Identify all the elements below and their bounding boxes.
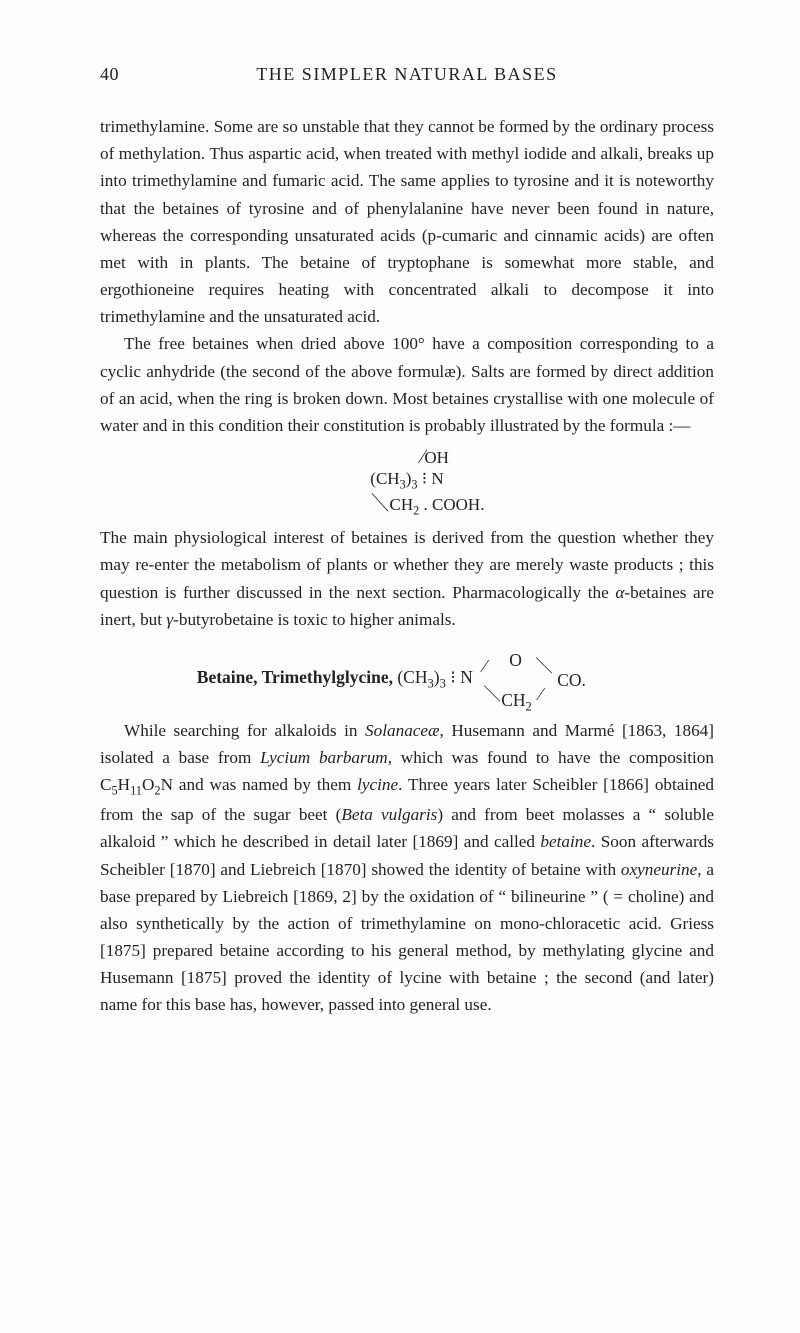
p4-N: N and was named by them (161, 775, 357, 794)
f1-slash-bot: ＼ (371, 492, 389, 516)
f1-ch: CH (390, 495, 414, 514)
formula-1-top: ⁄OH (156, 445, 714, 469)
paragraph-3: The main physiological interest of betai… (100, 524, 714, 633)
sf-O: O (509, 647, 522, 673)
p4-betaine: betaine (540, 832, 591, 851)
p4-O: O (142, 775, 154, 794)
sf-ch: (CH (397, 667, 427, 687)
section-formula-lead: (CH3)3 ⁝ N (397, 667, 477, 687)
f1-slash-top: ⁄ (421, 445, 424, 469)
formula-1-oh: OH (424, 448, 449, 467)
section-heading: Betaine, Trimethylglycine, (CH3)3 ⁝ N ⁄ … (100, 655, 714, 703)
formula-1: ⁄OH (CH3)3 ⁝ N ＼CH2 . COOH. (100, 445, 714, 518)
p4-lycium: Lycium barbarum (260, 748, 388, 767)
p4-oxy: oxyneurine (621, 860, 697, 879)
section-formula-ring: ⁄ O ＼ CO. ＼ CH2 ⁄ (477, 655, 617, 703)
page: 40 THE SIMPLER NATURAL BASES trimethylam… (0, 0, 800, 1333)
sf-CH2: CH2 (501, 687, 532, 716)
sf-slash-bl: ＼ (483, 681, 501, 707)
page-header: 40 THE SIMPLER NATURAL BASES (100, 64, 714, 85)
p4-H: H (118, 775, 130, 794)
running-title: THE SIMPLER NATURAL BASES (100, 64, 714, 85)
p4-a: While searching for alkaloids in (124, 721, 365, 740)
p3-alpha: α (615, 583, 624, 602)
p4-g: , a base prepared by Liebreich [1869, 2]… (100, 860, 714, 1015)
paragraph-4: While searching for alkaloids in Solanac… (100, 717, 714, 1019)
paragraph-1: trimethylamine. Some are so unstable tha… (100, 113, 714, 330)
formula-1-lead: (CH3)3 ⁝ N (370, 469, 443, 488)
f1-sep: ⁝ N (418, 469, 444, 488)
p3-c: -butyro­betaine is toxic to higher anima… (173, 610, 456, 629)
sf-ch2-a: CH (501, 690, 525, 710)
p4-beta: Beta vulgaris (341, 805, 437, 824)
section-title: Betaine, Trimethylglycine, (197, 667, 393, 687)
sf-ch2-sub: 2 (526, 699, 532, 713)
sf-CO: CO. (557, 667, 586, 693)
p4-sub11: 11 (130, 784, 142, 798)
sf-sep: ⁝ N (446, 667, 473, 687)
sf-slash-tl: ⁄ (483, 653, 486, 679)
p4-solanaceae: Solanaceæ (365, 721, 439, 740)
sf-slash-br: ⁄ (539, 681, 542, 707)
p4-lycine: lycine (357, 775, 398, 794)
paragraph-2: The free betaines when dried above 100° … (100, 330, 714, 439)
sf-slash-tr: ＼ (535, 653, 553, 679)
f1-lead: (CH (370, 469, 399, 488)
f1-cooh: . COOH. (419, 495, 484, 514)
formula-1-bot: ＼CH2 . COOH. (140, 492, 714, 518)
